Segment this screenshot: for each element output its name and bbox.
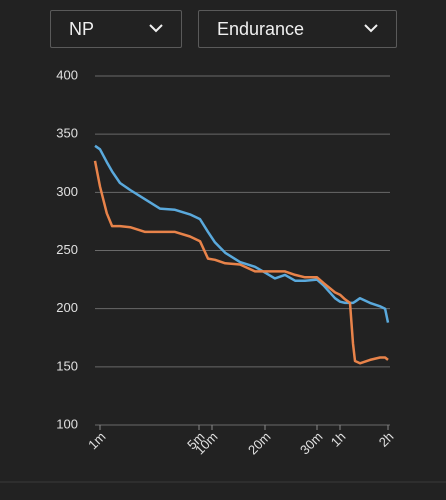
y-tick-label: 250 [56,242,78,257]
x-tick-label: 1h [328,429,349,450]
x-tick-label: 1m [85,429,108,452]
y-tick-label: 100 [56,416,78,431]
dropdown-label: Endurance [217,19,305,39]
x-tick-label: 30m [297,429,325,457]
y-tick-label: 400 [56,67,78,82]
y-tick-label: 350 [56,126,78,141]
metric-dropdown[interactable]: NP [50,10,182,48]
chevron [149,24,163,33]
series-line [94,144,390,323]
y-tick-label: 300 [56,184,78,199]
x-tick-label: 20m [245,429,273,457]
series-line [93,160,389,365]
x-tick-label: 2h [376,429,397,450]
dropdown-label: NP [69,19,95,39]
mode-dropdown[interactable]: Endurance [198,10,397,48]
y-tick-label: 200 [56,300,78,315]
y-tick-label: 150 [56,358,78,373]
chevron [364,24,378,33]
